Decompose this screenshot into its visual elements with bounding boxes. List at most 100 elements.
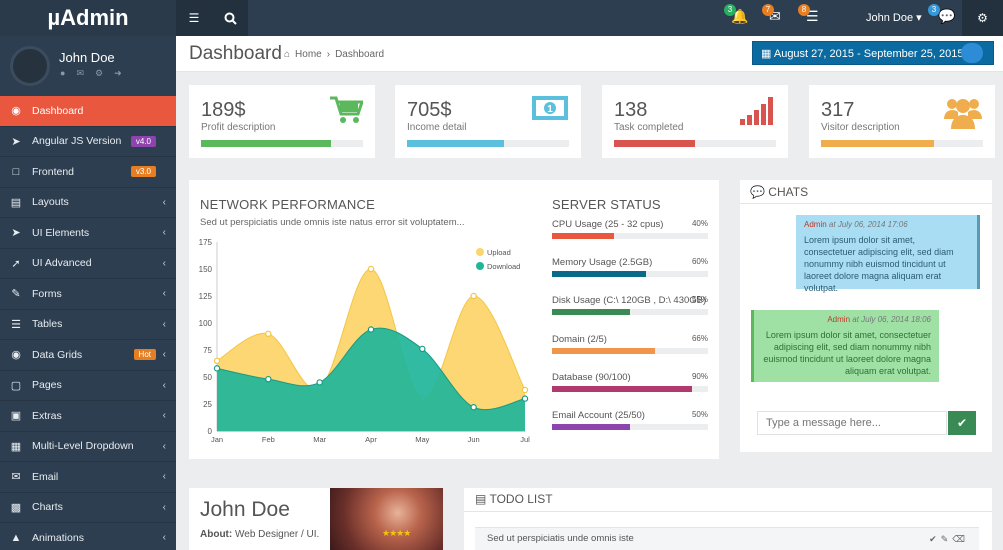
chevron-left-icon: ‹ xyxy=(162,349,166,360)
check-icon[interactable]: ✔ xyxy=(929,534,941,544)
data-point-upload xyxy=(470,292,477,300)
y-tick-label: 150 xyxy=(199,265,213,274)
sidebar-item-label: Layouts xyxy=(32,196,69,209)
sidebar-item-animations[interactable]: ▲ Animations ‹ xyxy=(0,523,176,550)
chats-header: 💬 CHATS xyxy=(750,185,808,199)
sidebar-item-label: Frontend xyxy=(32,165,75,178)
chevron-left-icon: ‹ xyxy=(162,440,166,452)
search-icon xyxy=(224,12,237,25)
sidebar-item-angular-js-version[interactable]: ➤ Angular JS Version v4.0 xyxy=(0,127,176,157)
user-name: John Doe xyxy=(866,12,914,24)
user-icon[interactable]: ● xyxy=(60,68,66,78)
stat-progress-track xyxy=(407,140,569,147)
stat-card-1: 189$ Profit description xyxy=(189,85,375,158)
y-tick-label: 175 xyxy=(199,238,213,247)
date-range-picker[interactable]: ▦ August 27, 2015 - September 25, 2015 r… xyxy=(752,41,994,65)
todo-item[interactable]: Sed ut perspiciatis unde omnis iste ✔✎⌫ xyxy=(475,527,979,550)
data-point-upload xyxy=(213,357,221,365)
stat-label: Profit description xyxy=(201,122,276,133)
sidebar-item-label: Angular JS Version xyxy=(32,135,122,148)
avatar[interactable] xyxy=(10,46,50,86)
breadcrumb-home[interactable]: Home xyxy=(295,49,322,60)
x-tick-label: Apr xyxy=(365,435,377,444)
sidebar-item-pages[interactable]: ▢ Pages ‹ xyxy=(0,371,176,401)
rating-stars-icon: ★★★★ xyxy=(382,528,411,538)
x-tick-label: Mar xyxy=(313,435,326,444)
sidebar-item-label: Pages xyxy=(32,379,62,392)
mail-badge: 7 xyxy=(762,4,774,16)
logout-icon[interactable]: ➜ xyxy=(114,68,122,78)
y-tick-label: 75 xyxy=(203,346,212,355)
server-status-percent: 40% xyxy=(691,219,708,228)
sidebar-item-multi-level-dropdown[interactable]: ▦ Multi-Level Dropdown ‹ xyxy=(0,432,176,462)
stat-value: 705$ xyxy=(407,99,452,121)
about-value: Web Designer / UI. xyxy=(235,529,320,540)
sidebar-item-forms[interactable]: ✎ Forms ‹ xyxy=(0,279,176,310)
chevron-left-icon: ‹ xyxy=(162,410,166,421)
server-status-item: Database (90/100) 90% xyxy=(552,372,708,392)
chat-time-2: at July 06, 2014 18:06 xyxy=(852,315,931,324)
chevron-left-icon: ‹ xyxy=(162,318,166,330)
cart-icon xyxy=(329,95,365,128)
data-point-download xyxy=(265,375,272,383)
chevron-left-icon: ‹ xyxy=(162,288,166,299)
sitemap-icon: ▦ xyxy=(10,440,22,453)
sidebar-item-badge: v3.0 xyxy=(130,166,156,177)
stat-card-3: 138 Task completed xyxy=(602,85,788,158)
sidebar-item-data-grids[interactable]: ◉ Data Grids Hot ‹ xyxy=(0,340,176,371)
sidebar-item-ui-elements[interactable]: ➤ UI Elements ‹ xyxy=(0,218,176,249)
menu-toggle-button[interactable]: ☰ xyxy=(176,0,212,36)
todo-actions: ✔✎⌫ xyxy=(929,528,969,550)
server-status-track xyxy=(552,347,708,354)
user-menu[interactable]: John Doe ▾ xyxy=(866,12,922,24)
todo-divider xyxy=(464,511,992,512)
stat-value: 189$ xyxy=(201,99,246,121)
trash-icon[interactable]: ⌫ xyxy=(952,534,969,544)
chat-text-2: Lorem ipsum dolor sit amet, consectetuer… xyxy=(763,330,931,376)
hamburger-icon: ☰ xyxy=(188,11,200,25)
server-status-label: Email Account (25/50) xyxy=(552,410,645,421)
flask-icon: ▲ xyxy=(10,531,22,544)
sidebar-item-frontend[interactable]: □ Frontend v3.0 xyxy=(0,157,176,188)
stat-value: 317 xyxy=(821,99,855,121)
chat-author-2: Admin xyxy=(827,315,851,324)
envelope-icon[interactable]: ✉ xyxy=(76,68,84,78)
edit-icon[interactable]: ✎ xyxy=(940,534,953,544)
envelope-icon: ✉ xyxy=(11,471,21,484)
network-chart: 0 25 50 75 100 125 150 175 Jan Feb Mar Apr May Jun Jul… xyxy=(199,238,530,444)
profile-actions: ● ✉ ⚙ ➜ xyxy=(60,68,122,79)
settings-button[interactable]: ⚙ xyxy=(962,0,1003,36)
data-point-download xyxy=(521,395,529,402)
chat-send-button[interactable]: ✔ xyxy=(948,411,976,435)
data-point-download xyxy=(316,379,323,386)
brand-logo[interactable]: µAdmin xyxy=(0,0,176,36)
server-status-fill xyxy=(552,309,630,316)
legend-label-download: Download xyxy=(487,262,520,271)
sidebar-item-label: Dashboard xyxy=(32,104,84,117)
sidebar-item-layouts[interactable]: ▤ Layouts ‹ xyxy=(0,188,176,218)
server-status-percent: 60% xyxy=(691,257,708,267)
users-icon xyxy=(943,95,983,132)
chat-message-input[interactable] xyxy=(757,411,947,435)
legend-label-upload: Upload xyxy=(487,248,511,257)
sidebar-item-email[interactable]: ✉ Email ‹ xyxy=(0,462,176,493)
x-tick-label: Feb xyxy=(262,435,275,444)
sidebar-item-label: Charts xyxy=(32,501,63,514)
todo-list-icon: ▤ xyxy=(475,492,487,506)
chat-icon[interactable]: 💬 xyxy=(938,8,956,24)
chat-time-1: at July 06, 2014 17:06 xyxy=(828,220,908,229)
gear-icon[interactable]: ⚙ xyxy=(94,68,104,78)
search-button[interactable] xyxy=(212,0,248,36)
date-picker-handle[interactable] xyxy=(961,43,983,63)
sidebar-item-dashboard[interactable]: ◉ Dashboard xyxy=(0,96,176,127)
sidebar-item-ui-advanced[interactable]: ➚ UI Advanced ‹ xyxy=(0,249,176,279)
stat-progress-track xyxy=(614,140,776,147)
chats-title: CHATS xyxy=(768,185,809,199)
sidebar-item-tables[interactable]: ☰ Tables ‹ xyxy=(0,310,176,340)
sidebar-item-extras[interactable]: ▣ Extras ‹ xyxy=(0,401,176,432)
page-header: Dashboard ⌂ Home › Dashboard ▦ August 27… xyxy=(176,36,1003,72)
sidebar-item-charts[interactable]: ▩ Charts ‹ xyxy=(0,493,176,523)
mail-icon[interactable]: ✉ xyxy=(769,8,781,24)
server-status-track xyxy=(552,424,708,430)
server-status-item: Domain (2/5) 66% xyxy=(552,334,708,354)
